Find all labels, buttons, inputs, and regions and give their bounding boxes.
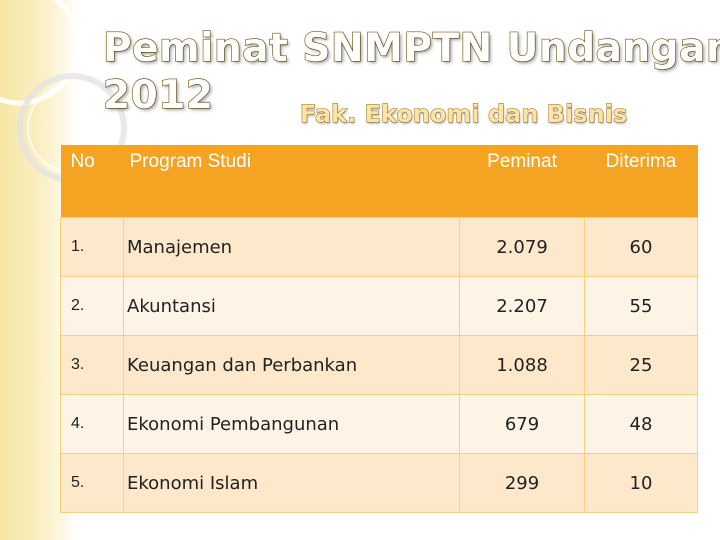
cell-program: Ekonomi Islam [123,453,460,513]
cell-diterima: 25 [584,335,698,395]
cell-diterima: 60 [584,217,698,277]
cell-diterima: 10 [584,453,698,513]
table-row: 3. Keuangan dan Perbankan 1.088 25 [60,335,698,395]
faculty-subtitle: Fak. Ekonomi dan Bisnis [299,100,628,129]
header-peminat: Peminat [459,145,585,218]
cell-no: 2. [60,276,124,336]
table-row: 4. Ekonomi Pembangunan 679 48 [60,394,698,454]
cell-no: 4. [60,394,124,454]
header-program: Program Studi [123,145,460,218]
cell-diterima: 55 [584,276,698,336]
table-header-row: No Program Studi Peminat Diterima [60,145,698,218]
cell-program: Akuntansi [123,276,460,336]
table-row: 1. Manajemen 2.079 60 [60,217,698,277]
cell-no: 1. [60,217,124,277]
slide-title-year: 2012 [102,72,214,118]
cell-peminat: 1.088 [459,335,585,395]
table-row: 5. Ekonomi Islam 299 10 [60,453,698,513]
slide-title: Peminat SNMPTN Undangan [102,25,720,71]
header-diterima: Diterima [584,145,698,218]
cell-peminat: 299 [459,453,585,513]
header-no: No [60,145,124,218]
cell-peminat: 2.079 [459,217,585,277]
cell-program: Manajemen [123,217,460,277]
cell-no: 3. [60,335,124,395]
table-row: 2. Akuntansi 2.207 55 [60,276,698,336]
cell-diterima: 48 [584,394,698,454]
cell-peminat: 2.207 [459,276,585,336]
cell-program: Ekonomi Pembangunan [123,394,460,454]
applicants-table: No Program Studi Peminat Diterima 1. Man… [60,145,698,513]
cell-program: Keuangan dan Perbankan [123,335,460,395]
cell-peminat: 679 [459,394,585,454]
cell-no: 5. [60,453,124,513]
